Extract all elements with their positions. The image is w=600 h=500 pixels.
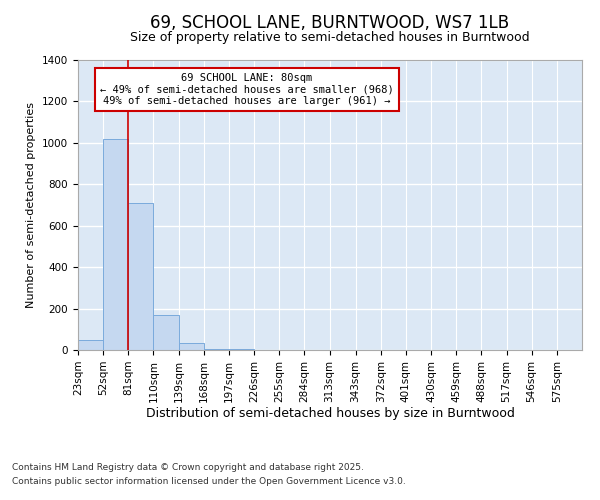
Y-axis label: Number of semi-detached properties: Number of semi-detached properties (26, 102, 37, 308)
Bar (204, 349, 229, 350)
Text: 69 SCHOOL LANE: 80sqm
← 49% of semi-detached houses are smaller (968)
49% of sem: 69 SCHOOL LANE: 80sqm ← 49% of semi-deta… (100, 73, 394, 106)
Text: Contains public sector information licensed under the Open Government Licence v3: Contains public sector information licen… (12, 477, 406, 486)
Bar (78, 340, 103, 350)
X-axis label: Distribution of semi-detached houses by size in Burntwood: Distribution of semi-detached houses by … (146, 408, 514, 420)
Bar (103, 138, 128, 350)
Bar (128, 203, 154, 350)
Bar (179, 343, 204, 350)
Text: Size of property relative to semi-detached houses in Burntwood: Size of property relative to semi-detach… (130, 31, 530, 44)
Bar (154, 315, 179, 350)
Text: 69, SCHOOL LANE, BURNTWOOD, WS7 1LB: 69, SCHOOL LANE, BURNTWOOD, WS7 1LB (151, 14, 509, 32)
Text: Contains HM Land Registry data © Crown copyright and database right 2025.: Contains HM Land Registry data © Crown c… (12, 464, 364, 472)
